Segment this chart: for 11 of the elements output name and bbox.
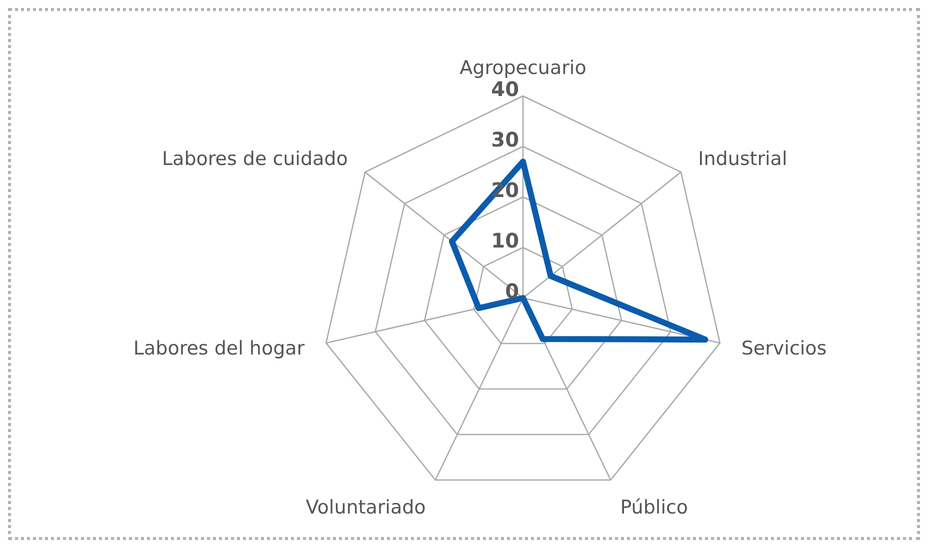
y-tick-label: 30: [491, 128, 519, 152]
y-tick-label: 0: [505, 279, 519, 303]
spoke-label: Voluntariado: [306, 496, 426, 518]
spoke-label: Industrial: [698, 148, 788, 170]
spoke-label: Agropecuario: [460, 57, 586, 79]
y-tick-label: 10: [491, 228, 519, 252]
spoke-label: Labores del hogar: [133, 338, 305, 360]
spoke-label: Labores de cuidado: [162, 148, 348, 170]
spoke-label: Servicios: [741, 338, 827, 360]
y-tick-label: 40: [491, 77, 519, 101]
spoke-label: Público: [620, 496, 688, 518]
